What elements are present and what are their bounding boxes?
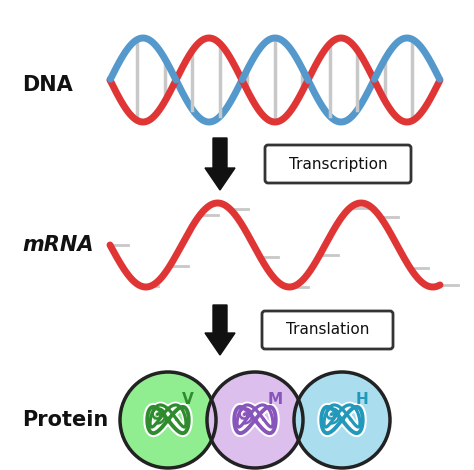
Circle shape: [294, 372, 390, 468]
Text: M: M: [268, 392, 283, 407]
Circle shape: [120, 372, 216, 468]
Text: mRNA: mRNA: [22, 235, 93, 255]
Circle shape: [207, 372, 303, 468]
Text: Translation: Translation: [286, 322, 370, 337]
Text: DNA: DNA: [22, 75, 73, 95]
FancyArrow shape: [205, 138, 235, 190]
FancyBboxPatch shape: [262, 311, 393, 349]
Text: H: H: [356, 392, 368, 407]
Text: Transcription: Transcription: [289, 157, 387, 172]
FancyBboxPatch shape: [265, 145, 411, 183]
Text: Protein: Protein: [22, 410, 108, 430]
FancyArrow shape: [205, 305, 235, 355]
Text: V: V: [182, 392, 194, 407]
